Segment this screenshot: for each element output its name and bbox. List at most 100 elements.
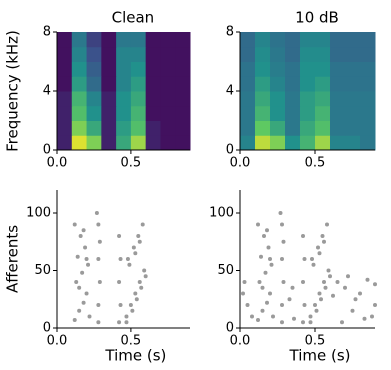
spike-dot	[72, 317, 77, 322]
spike-dot	[241, 291, 245, 296]
heatmap-cell	[160, 91, 176, 107]
heatmap-cell	[130, 32, 147, 48]
spike-dot	[117, 280, 122, 284]
x-tick-label: 0.5	[305, 334, 326, 349]
heatmap-cell	[330, 91, 346, 107]
x-tick-label: 0.0	[47, 334, 68, 349]
spike-dot	[96, 222, 101, 227]
heatmap-cell	[240, 76, 256, 92]
heatmap-cell	[315, 46, 331, 62]
spike-dot	[72, 222, 77, 227]
spike-dot	[269, 262, 274, 267]
heatmap-cell	[57, 91, 73, 107]
x-tick-label: 0.5	[121, 156, 142, 171]
heatmap-cell	[300, 91, 316, 107]
heatmap-cell	[270, 105, 286, 121]
heatmap-cell	[101, 46, 117, 62]
heatmap-cell	[360, 135, 376, 151]
spike-dot	[265, 300, 269, 305]
y-tick-label: 0	[43, 143, 51, 158]
heatmap-cell	[255, 135, 271, 151]
x-tick-label: 0.5	[305, 156, 326, 171]
heatmap-cell	[130, 105, 147, 121]
spike-dot	[302, 303, 307, 307]
spike-dot	[268, 291, 272, 296]
heatmap-cell	[175, 46, 191, 62]
spike-dot	[265, 228, 269, 233]
heatmap-cell	[130, 46, 147, 62]
spike-dot	[308, 320, 313, 325]
heatmap-cell	[116, 61, 132, 77]
heatmap-cell	[285, 61, 301, 77]
y-tick-label: 4	[43, 84, 51, 99]
spike-dot	[370, 314, 374, 319]
spike-dot	[262, 234, 266, 238]
spike-dot	[325, 222, 329, 227]
heatmap-cell	[300, 120, 316, 136]
spike-dot	[81, 300, 86, 305]
panel-title: Clean	[112, 9, 155, 27]
spike-dot	[77, 308, 82, 313]
heatmap-cell	[270, 120, 286, 136]
heatmap-cell	[345, 32, 361, 48]
spike-dot	[365, 277, 370, 282]
spike-dot	[317, 291, 322, 296]
spike-dot	[326, 268, 331, 273]
heatmap-cell	[240, 135, 256, 151]
heatmap-cell	[255, 91, 271, 107]
spike-dot	[259, 254, 263, 259]
spike-dot	[139, 285, 144, 290]
x-tick-label: 0.0	[230, 156, 251, 171]
heatmap-cell	[330, 32, 346, 48]
spike-dot	[278, 211, 283, 215]
heatmap-cell	[285, 76, 301, 92]
spike-dot	[358, 291, 362, 296]
heatmap-cell	[145, 91, 161, 107]
spike-dot	[260, 285, 265, 290]
heatmap-cell	[240, 120, 256, 136]
heatmap-cell	[300, 105, 316, 121]
y-tick-label: 100	[209, 206, 234, 221]
spike-dot	[134, 297, 139, 302]
spike-dot	[80, 270, 85, 275]
heatmap-cell	[175, 135, 191, 151]
heatmap-cell	[57, 61, 73, 77]
spike-dot	[124, 320, 129, 325]
heatmap-cell	[315, 61, 331, 77]
spike-dot	[245, 303, 250, 307]
heatmap-cell	[86, 46, 102, 62]
spike-dot	[281, 239, 286, 244]
spike-dot	[362, 316, 367, 321]
heatmap-cell	[71, 76, 88, 92]
spike-dot	[96, 303, 101, 307]
heatmap-cell	[130, 135, 147, 151]
heatmap-cell	[285, 105, 301, 121]
spike-dot	[74, 280, 79, 284]
spike-dot	[97, 239, 102, 244]
spike-dot	[260, 308, 265, 313]
spike-dot	[125, 257, 130, 261]
heatmap-cell	[57, 120, 73, 136]
panel-title: 10 dB	[295, 9, 339, 27]
heatmap-cell	[255, 120, 271, 136]
heatmap-cell	[145, 61, 161, 77]
heatmap-cell	[345, 135, 361, 151]
spike-dot	[281, 280, 286, 284]
heatmap-cell	[270, 46, 286, 62]
heatmap-cell	[175, 105, 191, 121]
spike-dot	[256, 317, 260, 322]
spike-dot	[118, 257, 123, 261]
spike-dot	[117, 320, 122, 325]
spike-dot	[280, 222, 284, 227]
heatmap-cell	[101, 120, 117, 136]
heatmap-cell	[345, 46, 361, 62]
spike-dot	[94, 211, 99, 215]
spike-dot	[83, 245, 88, 250]
y-tick-label: 0	[226, 143, 234, 158]
spike-dot	[263, 270, 268, 275]
x-axis-label: Time (s)	[289, 347, 351, 365]
spike-dot	[131, 245, 136, 250]
heatmap-cell	[160, 46, 176, 62]
spike-dot	[77, 285, 82, 290]
